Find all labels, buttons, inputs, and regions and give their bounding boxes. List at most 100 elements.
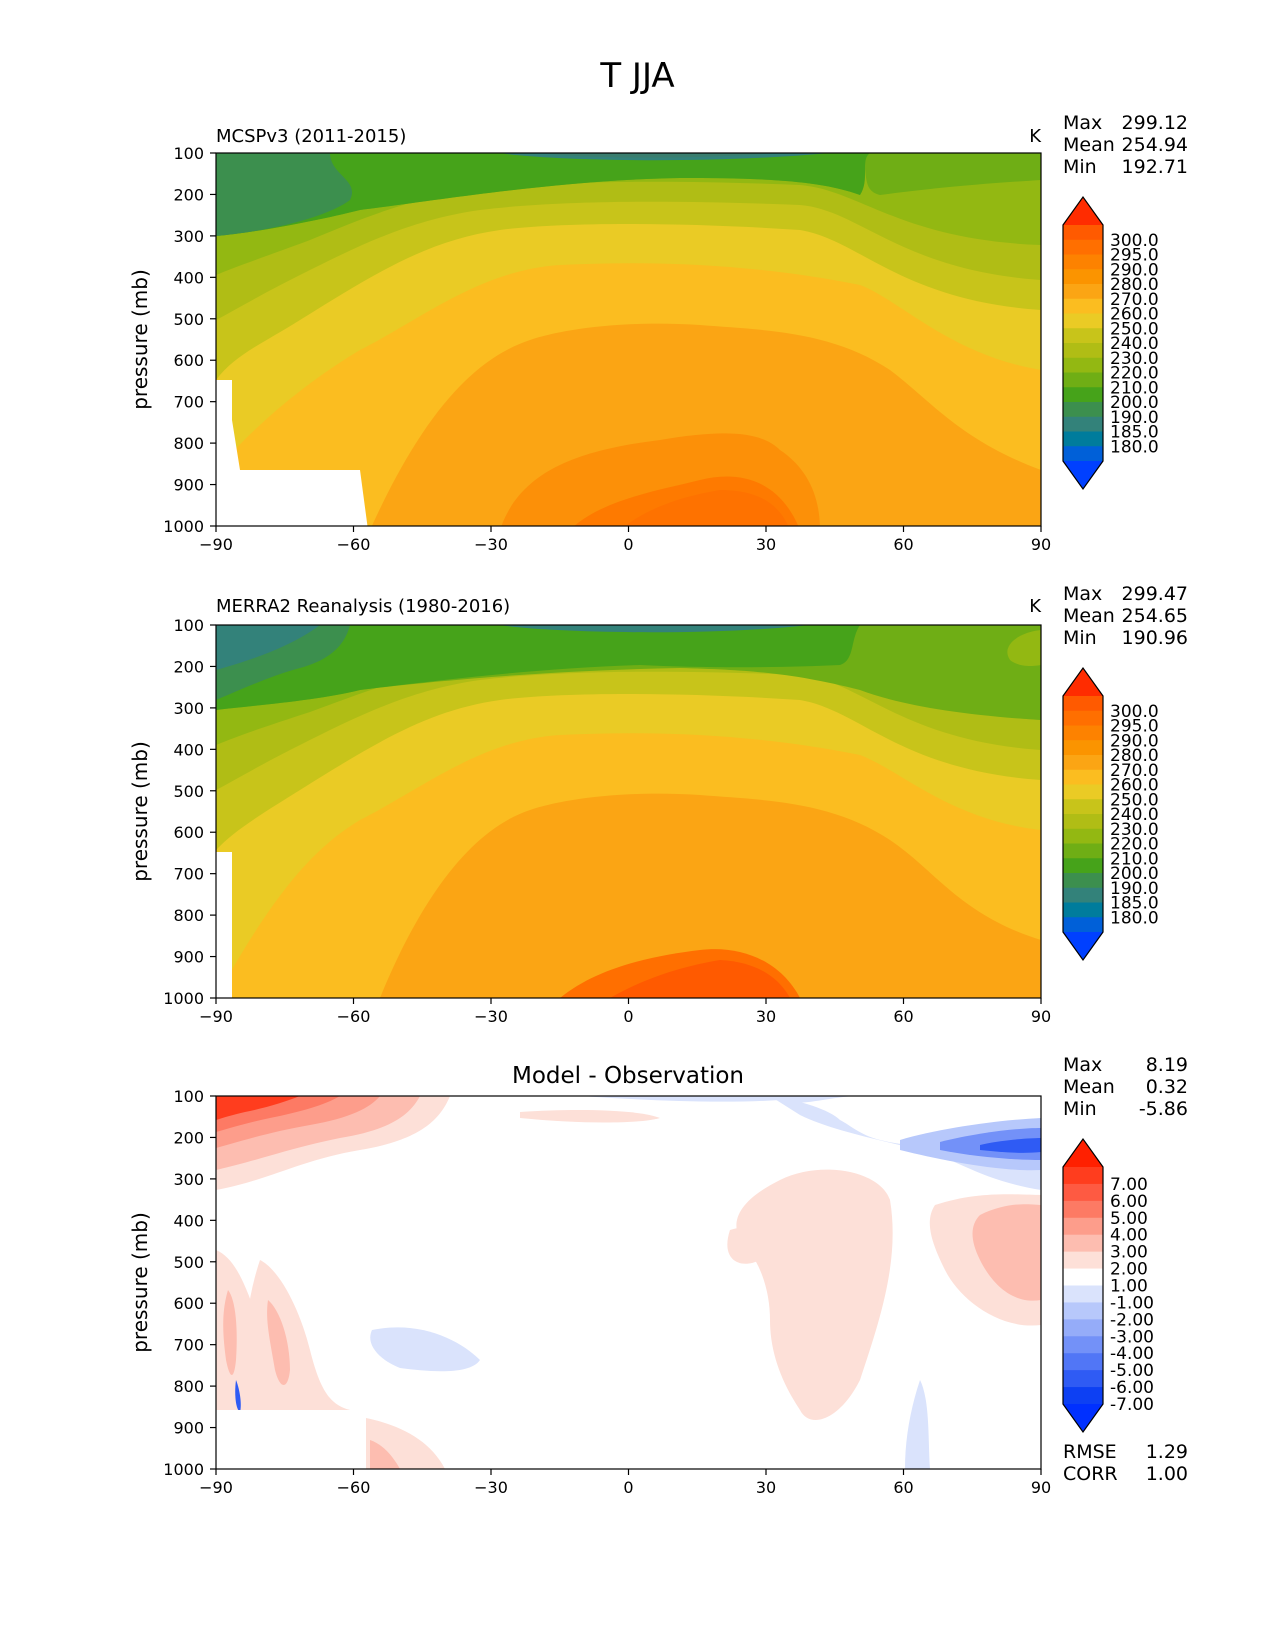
colorbar-swatch	[1063, 1183, 1103, 1202]
colorbar-swatch	[1063, 446, 1103, 462]
stat-label: Mean	[1063, 134, 1115, 156]
stat-label: Min	[1063, 1098, 1097, 1120]
colorbar-swatch	[1063, 343, 1103, 359]
colorbar-swatch	[1063, 917, 1103, 933]
colorbar-tick-label: 250.0	[1110, 790, 1159, 810]
y-tick-label: 1000	[163, 1460, 204, 1479]
colorbar-extend-top	[1063, 197, 1103, 225]
y-tick-label: 300	[173, 227, 204, 246]
colorbar-tick-label: 260.0	[1110, 305, 1159, 325]
colorbar-tick-label: -4.00	[1110, 1344, 1154, 1364]
colorbar-swatch	[1063, 710, 1103, 726]
colorbar-tick-label: 220.0	[1110, 835, 1159, 855]
y-tick-label: 900	[173, 1419, 204, 1438]
colorbar-swatch	[1063, 269, 1103, 285]
x-tick-label: −30	[474, 1007, 508, 1026]
stat-value: 192.71	[1122, 156, 1188, 178]
y-tick-label: 400	[173, 268, 204, 287]
y-tick-label: 700	[173, 865, 204, 884]
colorbar-swatch	[1063, 431, 1103, 447]
colorbar-swatch	[1063, 902, 1103, 918]
colorbar-swatch	[1063, 1268, 1103, 1286]
x-tick-label: −30	[474, 1478, 508, 1497]
colorbar-tick-label: 180.0	[1110, 908, 1159, 928]
y-tick-label: 1000	[163, 517, 204, 536]
stat-label: RMSE	[1063, 1441, 1117, 1463]
y-tick-label: 800	[173, 906, 204, 925]
colorbar-outline	[1062, 195, 1104, 491]
x-tick-label: −60	[337, 1007, 371, 1026]
colorbar-swatch	[1063, 372, 1103, 388]
colorbar-tick-label: 240.0	[1110, 334, 1159, 354]
y-tick-label: 500	[173, 782, 204, 801]
colorbar-swatch	[1063, 298, 1103, 314]
colorbar-tick-label: 5.00	[1110, 1209, 1148, 1229]
colorbar-swatch	[1063, 1234, 1103, 1253]
colorbar-tick-label: -2.00	[1110, 1310, 1154, 1330]
colorbar-swatch	[1063, 1319, 1103, 1337]
colorbar-swatch	[1063, 1217, 1103, 1236]
y-tick-label: 300	[173, 1170, 204, 1189]
stat-label: Mean	[1063, 605, 1115, 627]
y-tick-label: 200	[173, 657, 204, 676]
stat-value: 254.65	[1122, 605, 1188, 627]
y-tick-label: 100	[173, 616, 204, 635]
colorbar-swatch	[1063, 843, 1103, 859]
y-tick-label: 800	[173, 1377, 204, 1396]
colorbar-swatch	[1063, 1353, 1103, 1371]
panel-diff: pressure (mb) −90 −60 −30 0 30 60 90 100 200 300 40…	[128, 1054, 1188, 1497]
y-axis-label-model: pressure (mb)	[128, 269, 152, 410]
colorbar-outline	[1062, 1137, 1104, 1434]
y-tick-label: 900	[173, 948, 204, 967]
colorbar-swatch	[1063, 328, 1103, 344]
y-tick-label: 500	[173, 310, 204, 329]
colorbar-swatch	[1063, 1370, 1103, 1388]
colorbar-tick-label: 300.0	[1110, 231, 1159, 251]
colorbar-tick-label: 260.0	[1110, 776, 1159, 796]
colorbar-swatch	[1063, 254, 1103, 270]
colorbar-tick-label: 290.0	[1110, 731, 1159, 751]
colorbar-outline	[1062, 666, 1104, 962]
stat-value: 1.29	[1146, 1441, 1188, 1463]
colorbar-tick-label: 3.00	[1110, 1243, 1148, 1263]
stat-value: 1.00	[1146, 1463, 1188, 1485]
colorbar-tick-label: 6.00	[1110, 1192, 1148, 1212]
y-tick-label: 500	[173, 1253, 204, 1272]
colorbar-swatch	[1063, 769, 1103, 785]
colorbar-tick-label: 295.0	[1110, 717, 1159, 737]
y-tick-label: 700	[173, 393, 204, 412]
panel-title-model: MCSPv3 (2011-2015)	[216, 126, 406, 147]
colorbar-swatch	[1063, 828, 1103, 844]
colorbar-tick-label: 230.0	[1110, 349, 1159, 369]
x-tick-label: −90	[199, 1478, 233, 1497]
x-tick-label: 90	[1031, 1478, 1051, 1497]
units-label-obs: K	[1029, 596, 1042, 617]
colorbar-swatch	[1063, 887, 1103, 903]
panel-obs: pressure (mb) −90 −60 −30 0 30 60 90 100 200 300 40…	[128, 583, 1188, 1026]
figure-title: T JJA	[600, 56, 675, 96]
colorbar-swatch	[1063, 1200, 1103, 1219]
colorbar-swatch	[1063, 873, 1103, 889]
colorbar-tick-label: -7.00	[1110, 1395, 1154, 1415]
colorbar-swatch	[1063, 814, 1103, 830]
colorbar-swatch	[1063, 225, 1103, 241]
colorbar-tick-label: 200.0	[1110, 393, 1159, 413]
colorbar-tick-label: 7.00	[1110, 1175, 1148, 1195]
x-tick-label: 90	[1031, 535, 1051, 554]
colorbar-extend-bottom	[1063, 461, 1103, 489]
plot-area-obs	[216, 625, 1041, 998]
stat-label: Max	[1063, 1054, 1102, 1076]
colorbar-swatch	[1063, 1302, 1103, 1320]
stat-label: Max	[1063, 112, 1102, 134]
colorbar-tick-label: 270.0	[1110, 761, 1159, 781]
colorbar-tick-label: 230.0	[1110, 820, 1159, 840]
plot-area-diff	[216, 1096, 1041, 1469]
colorbar-obs: 300.0295.0290.0280.0270.0260.0250.0240.0…	[1062, 666, 1159, 962]
stat-value: 0.32	[1146, 1076, 1188, 1098]
y-tick-label: 600	[173, 351, 204, 370]
x-tick-label: 0	[623, 1478, 633, 1497]
colorbar-tick-label: 250.0	[1110, 319, 1159, 339]
colorbar-model: 300.0295.0290.0280.0270.0260.0250.0240.0…	[1062, 195, 1159, 491]
colorbar-tick-label: 185.0	[1110, 423, 1159, 443]
colorbar-swatch	[1063, 740, 1103, 756]
